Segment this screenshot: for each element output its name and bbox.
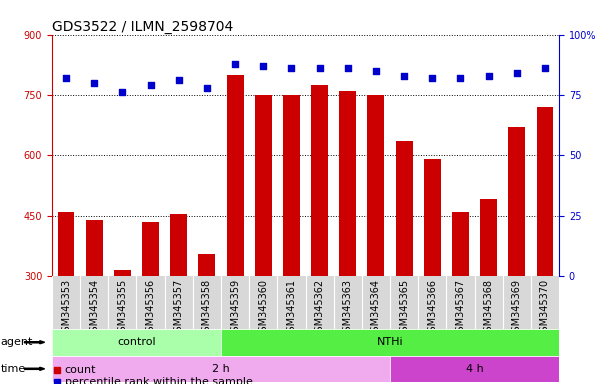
Bar [114, 270, 131, 384]
Point [399, 73, 409, 79]
Text: GSM345354: GSM345354 [89, 278, 99, 338]
Bar [170, 214, 187, 384]
Bar [508, 127, 525, 384]
Text: GSM345367: GSM345367 [455, 278, 466, 338]
Bar [52, 356, 390, 382]
Point [117, 89, 127, 96]
Point [287, 65, 296, 71]
Text: GSM345361: GSM345361 [287, 278, 296, 338]
Text: percentile rank within the sample: percentile rank within the sample [65, 377, 252, 384]
Text: time: time [1, 364, 26, 374]
Text: GSM345359: GSM345359 [230, 278, 240, 338]
Point [61, 75, 71, 81]
Point [315, 65, 324, 71]
Point [258, 63, 268, 69]
Point [540, 65, 550, 71]
Point [230, 60, 240, 66]
Bar [221, 329, 559, 356]
Bar [283, 95, 300, 384]
Point [371, 68, 381, 74]
Point [343, 65, 353, 71]
Bar [390, 356, 559, 382]
Bar [86, 220, 103, 384]
Point [484, 73, 494, 79]
Point [512, 70, 522, 76]
Bar [255, 95, 272, 384]
Text: GSM345370: GSM345370 [540, 278, 550, 338]
Text: GSM345366: GSM345366 [427, 278, 437, 338]
Text: GSM345363: GSM345363 [343, 278, 353, 338]
Bar [396, 141, 412, 384]
Point [174, 77, 184, 83]
Bar [199, 254, 215, 384]
Text: agent: agent [1, 337, 33, 347]
Text: NTHi: NTHi [377, 337, 403, 347]
Bar [452, 212, 469, 384]
Text: GSM345355: GSM345355 [117, 278, 127, 338]
Point [89, 80, 99, 86]
Point [145, 82, 155, 88]
Bar [480, 199, 497, 384]
Text: GDS3522 / ILMN_2598704: GDS3522 / ILMN_2598704 [52, 20, 233, 33]
Text: control: control [117, 337, 156, 347]
Bar [424, 159, 441, 384]
Bar [367, 95, 384, 384]
Text: GSM345358: GSM345358 [202, 278, 212, 338]
Text: 2 h: 2 h [212, 364, 230, 374]
Text: GSM345364: GSM345364 [371, 278, 381, 338]
Bar [536, 107, 554, 384]
Bar [339, 91, 356, 384]
Text: GSM345357: GSM345357 [174, 278, 184, 338]
Text: GSM345369: GSM345369 [512, 278, 522, 338]
Point [456, 75, 466, 81]
Text: GSM345362: GSM345362 [315, 278, 324, 338]
Text: GSM345353: GSM345353 [61, 278, 71, 338]
Bar [52, 329, 221, 356]
Point [428, 75, 437, 81]
Bar [227, 75, 244, 384]
Text: GSM345368: GSM345368 [484, 278, 494, 338]
Bar [142, 222, 159, 384]
Text: 4 h: 4 h [466, 364, 483, 374]
Text: count: count [65, 365, 96, 375]
Text: GSM345365: GSM345365 [399, 278, 409, 338]
Text: GSM345360: GSM345360 [258, 278, 268, 338]
Text: GSM345356: GSM345356 [145, 278, 156, 338]
Point [202, 84, 212, 91]
Bar [57, 212, 75, 384]
Bar [311, 85, 328, 384]
